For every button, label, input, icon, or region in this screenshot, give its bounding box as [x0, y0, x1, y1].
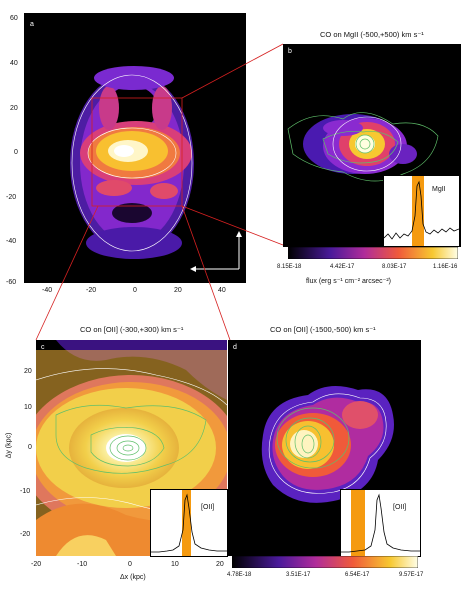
co-contours [276, 407, 350, 469]
panel-a-xtick: -20 [86, 287, 97, 294]
panel-c-xtick: -10 [77, 561, 88, 568]
panel-c: c [OII] [36, 340, 228, 557]
panel-a-ytick: -60 [6, 279, 17, 286]
panel-d-image [228, 340, 421, 556]
panel-d-label: d [233, 344, 237, 351]
panel-a: a [24, 13, 246, 283]
colorbar-d-tick: 6.54E-17 [345, 572, 370, 578]
colorbar-b-label: flux (erg s⁻¹ cm⁻² arcsec⁻²) [306, 278, 391, 285]
panel-c-ytick: -10 [20, 488, 31, 495]
panel-b-inset-label: MgII [432, 186, 446, 193]
oii-spectrum-c [151, 490, 227, 556]
panel-c-ytick: 20 [24, 368, 32, 375]
panel-a-ytick: -20 [6, 194, 17, 201]
panel-c-label: c [41, 344, 45, 351]
colorbar-b-tick: 1.16E-16 [433, 264, 458, 270]
panel-b-label: b [288, 48, 292, 55]
panel-d: d [OII] [228, 340, 421, 557]
panel-d-colorbar [232, 556, 418, 568]
panel-c-xtick: 10 [171, 561, 179, 568]
panel-c-inset-label: [OII] [201, 504, 215, 511]
panel-b: b MgII [283, 44, 461, 247]
panel-d-spectrum-inset: [OII] [340, 489, 421, 557]
panel-c-ytick: 0 [28, 444, 32, 451]
colorbar-d-tick: 4.78E-18 [227, 572, 252, 578]
mgii-spectrum [384, 176, 459, 246]
panel-c-yaxis-label: Δy (kpc) [5, 432, 13, 459]
panel-b-title: CO on MgII (-500,+500) km s⁻¹ [320, 30, 424, 39]
ring-halo [70, 66, 194, 259]
colorbar-b-tick: 8.03E-17 [382, 264, 407, 270]
panel-c-xtick: 0 [128, 561, 132, 568]
colorbar-b-tick: 8.15E-18 [277, 264, 302, 270]
panel-d-inset-label: [OII] [393, 504, 407, 511]
panel-c-ytick: -20 [20, 531, 31, 538]
panel-c-ytick: 10 [24, 404, 32, 411]
panel-b-spectrum-inset: MgII [383, 175, 460, 247]
panel-a-ytick: 0 [14, 149, 18, 156]
panel-a-xtick: 40 [218, 287, 226, 294]
panel-a-xtick: 0 [133, 287, 137, 294]
panel-a-ytick: 60 [10, 15, 18, 22]
panel-d-title: CO on [OII] (-1500,-500) km s⁻¹ [270, 325, 376, 334]
panel-a-xtick: 20 [174, 287, 182, 294]
zoom-box [91, 97, 183, 207]
panel-b-colorbar [288, 247, 458, 259]
colorbar-d-tick: 9.57E-17 [399, 572, 424, 578]
oii-spectrum-d [341, 490, 420, 556]
panel-a-ytick: 20 [10, 105, 18, 112]
panel-c-title: CO on [OII] (-300,+300) km s⁻¹ [80, 325, 184, 334]
colorbar-b-tick: 4.42E-17 [330, 264, 355, 270]
co-contours [287, 112, 439, 182]
emission-d [261, 386, 394, 503]
panel-c-xaxis-label: Δx (kpc) [120, 574, 146, 581]
panel-a-xtick: -40 [42, 287, 53, 294]
colorbar-d-tick: 3.51E-17 [286, 572, 311, 578]
panel-c-spectrum-inset: [OII] [150, 489, 228, 557]
co-contours [55, 404, 207, 474]
panel-a-image [24, 13, 246, 283]
panel-a-ytick: -40 [6, 238, 17, 245]
panel-a-ytick: 40 [10, 60, 18, 67]
panel-a-label: a [30, 21, 34, 28]
panel-c-xtick: -20 [31, 561, 42, 568]
panel-c-xtick: 20 [216, 561, 224, 568]
